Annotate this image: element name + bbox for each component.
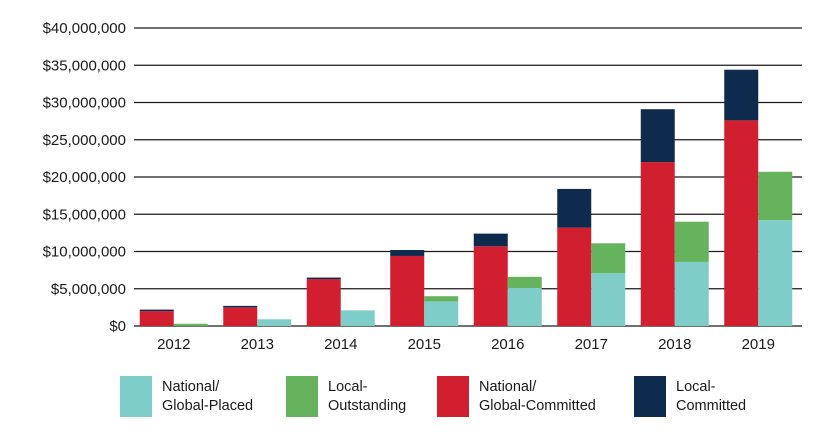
bar-segment (139, 309, 174, 312)
bar-group-2014 (306, 277, 375, 326)
legend-swatch (437, 376, 469, 417)
legend-item-local-outstanding: Local- Outstanding (286, 376, 478, 417)
x-tick-label: 2016 (491, 336, 524, 353)
bar-segment (173, 323, 208, 326)
bar-segment (758, 171, 793, 221)
legend-swatch (120, 376, 152, 417)
bar-segment (557, 188, 592, 228)
legend-label-line2: Outstanding (328, 397, 407, 414)
bar-segment (424, 296, 459, 302)
legend-swatch (286, 376, 318, 417)
bar-segment (390, 255, 425, 326)
x-tick-label: 2018 (658, 336, 691, 353)
y-tick-label: $30,000,000 (43, 95, 126, 112)
x-tick-label: 2013 (241, 336, 274, 353)
y-tick-label: $35,000,000 (43, 57, 126, 74)
legend-label-line1: National/ (162, 378, 220, 395)
bar-segment (674, 261, 709, 326)
legend-label-line2: Global-Committed (479, 397, 596, 414)
x-tick-label: 2015 (408, 336, 441, 353)
gridlines (134, 27, 802, 327)
bar-group-2017 (557, 188, 626, 326)
legend-label-line1: National/ (479, 378, 537, 395)
bar-segment (674, 221, 709, 262)
y-tick-label: $0 (109, 318, 126, 335)
bar-segment (507, 288, 542, 326)
legend-label-line1: Local- (676, 378, 716, 395)
bar-segment (306, 279, 341, 326)
bar-group-2012 (139, 309, 208, 326)
bar-group-2016 (473, 233, 542, 326)
bar-segment (758, 220, 793, 326)
x-tick-label: 2017 (575, 336, 608, 353)
stacked-bar-chart: $0 $5,000,000 $10,000,000 $15,000,000 $20,00… (43, 20, 802, 353)
bar-segment (507, 276, 542, 289)
legend-item-local-committed: Local- Committed (634, 376, 826, 417)
bars (139, 69, 793, 326)
bar-segment (473, 246, 508, 326)
legend-item-national-global-committed: National/ Global-Committed (437, 376, 629, 417)
y-tick-label: $15,000,000 (43, 206, 126, 223)
y-tick-label: $40,000,000 (43, 20, 126, 37)
bar-segment (591, 243, 626, 274)
x-tick-label: 2019 (742, 336, 775, 353)
bar-segment (640, 109, 675, 163)
legend: National/ Global-Placed Local- Outstandi… (0, 376, 832, 440)
legend-label-line2: Global-Placed (162, 397, 254, 414)
bar-segment (640, 162, 675, 326)
y-tick-label: $10,000,000 (43, 244, 126, 261)
legend-label-line1: Local- (328, 378, 368, 395)
bar-segment (257, 319, 292, 326)
y-axis-tick-labels: $0 $5,000,000 $10,000,000 $15,000,000 $20,00… (43, 20, 126, 335)
x-tick-label: 2014 (324, 336, 357, 353)
y-tick-label: $25,000,000 (43, 132, 126, 149)
legend-label-line2: Committed (676, 397, 747, 414)
bar-segment (591, 273, 626, 326)
bar-segment (139, 311, 174, 326)
bar-group-2019 (724, 69, 793, 326)
x-tick-label: 2012 (157, 336, 190, 353)
bar-segment (306, 277, 341, 280)
legend-swatch (634, 376, 666, 417)
legend-item-national-global-placed: National/ Global-Placed (120, 376, 312, 417)
y-tick-label: $20,000,000 (43, 169, 126, 186)
bar-segment (223, 305, 258, 308)
y-tick-label: $5,000,000 (51, 281, 126, 298)
legend-label: Local- Committed (676, 378, 826, 416)
legend-label: Local- Outstanding (328, 378, 478, 416)
bar-group-2015 (390, 250, 459, 326)
bar-segment (390, 250, 425, 256)
legend-label: National/ Global-Committed (479, 378, 629, 416)
bar-segment (223, 307, 258, 326)
x-axis-tick-labels: 2012 2013 2014 2015 2016 2017 2018 2019 (157, 336, 775, 353)
bar-segment (724, 120, 759, 326)
bar-segment (424, 301, 459, 326)
bar-segment (557, 227, 592, 326)
legend-label: National/ Global-Placed (162, 378, 312, 416)
bar-group-2018 (640, 109, 709, 326)
bar-segment (340, 310, 375, 326)
bar-group-2013 (223, 305, 292, 326)
bar-segment (473, 233, 508, 247)
bar-segment (724, 69, 759, 121)
